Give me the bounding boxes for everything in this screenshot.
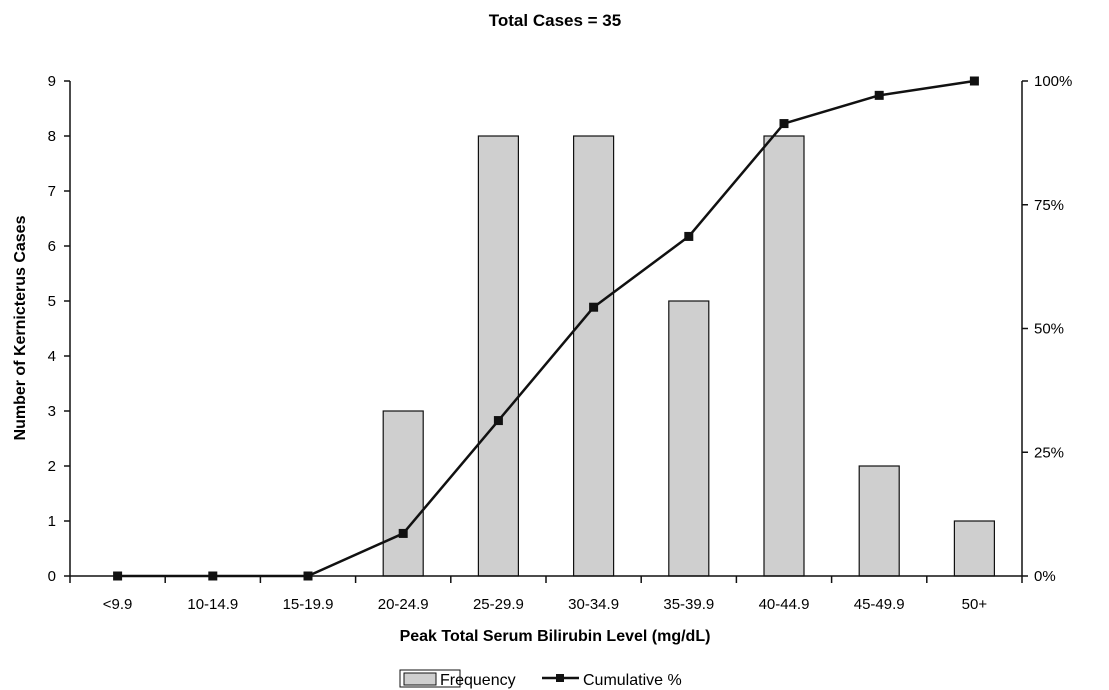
x-tick-label: 40-44.9 — [759, 596, 810, 613]
x-axis-label: Peak Total Serum Bilirubin Level (mg/dL) — [400, 628, 711, 645]
y-tick-label: 1 — [48, 513, 56, 530]
y-tick-label: 7 — [48, 183, 56, 200]
bar — [763, 135, 805, 577]
y-tick-label: 3 — [48, 403, 56, 420]
bar — [668, 300, 710, 577]
x-tick-label: <9.9 — [103, 596, 133, 613]
axes-layer: 0 1 2 3 4 5 6 7 8 9 0% 25% 50% 75% 100% <9.9 10-14.9 15-1… — [48, 73, 1073, 613]
cumulative-line — [117, 79, 975, 578]
bar — [953, 520, 996, 577]
cumulative-point — [493, 416, 503, 426]
x-tick-label: 10-14.9 — [187, 596, 238, 613]
y2-tick-label: 75% — [1034, 197, 1064, 214]
y-tick-label: 2 — [48, 458, 56, 475]
x-tick-label: 15-19.9 — [283, 596, 334, 613]
bar — [477, 135, 519, 577]
y2-tick-label: 50% — [1034, 321, 1064, 338]
y-tick-label: 0 — [48, 568, 56, 585]
x-tick-label: 35-39.9 — [663, 596, 714, 613]
legend-cumulative-label: Cumulative % — [583, 672, 682, 689]
cumulative-point — [398, 528, 408, 538]
cumulative-point — [684, 231, 694, 241]
cumulative-point — [779, 119, 789, 129]
y2-tick-label: 25% — [1034, 444, 1064, 461]
legend-frequency-swatch — [403, 672, 437, 686]
cumulative-point — [969, 76, 979, 86]
y-tick-label: 8 — [48, 128, 56, 145]
legend-frequency-label: Frequency — [440, 672, 516, 689]
legend-cumulative-marker — [556, 674, 564, 682]
y-tick-label: 5 — [48, 293, 56, 310]
bar — [382, 410, 424, 577]
cumulative-point — [589, 302, 599, 312]
y2-tick-label: 100% — [1034, 73, 1072, 90]
bar — [572, 135, 615, 577]
y-tick-label: 4 — [48, 348, 56, 365]
x-tick-label: 50+ — [962, 596, 988, 613]
y-axis-label: Number of Kernicterus Cases — [12, 215, 29, 440]
y2-tick-label: 0% — [1034, 568, 1056, 585]
legend-box — [399, 669, 461, 688]
x-tick-label: 25-29.9 — [473, 596, 524, 613]
chart-title: Total Cases = 35 — [489, 11, 621, 30]
cumulative-point — [874, 90, 884, 100]
y-tick-label: 6 — [48, 238, 56, 255]
y-tick-label: 9 — [48, 73, 56, 90]
bars-layer — [382, 135, 996, 577]
x-tick-label: 45-49.9 — [854, 596, 905, 613]
x-tick-label: 30-34.9 — [568, 596, 619, 613]
x-tick-label: 20-24.9 — [378, 596, 429, 613]
bar — [858, 465, 900, 577]
legend: Frequency Cumulative % — [399, 669, 682, 689]
cumulative-line-layer — [113, 76, 979, 581]
